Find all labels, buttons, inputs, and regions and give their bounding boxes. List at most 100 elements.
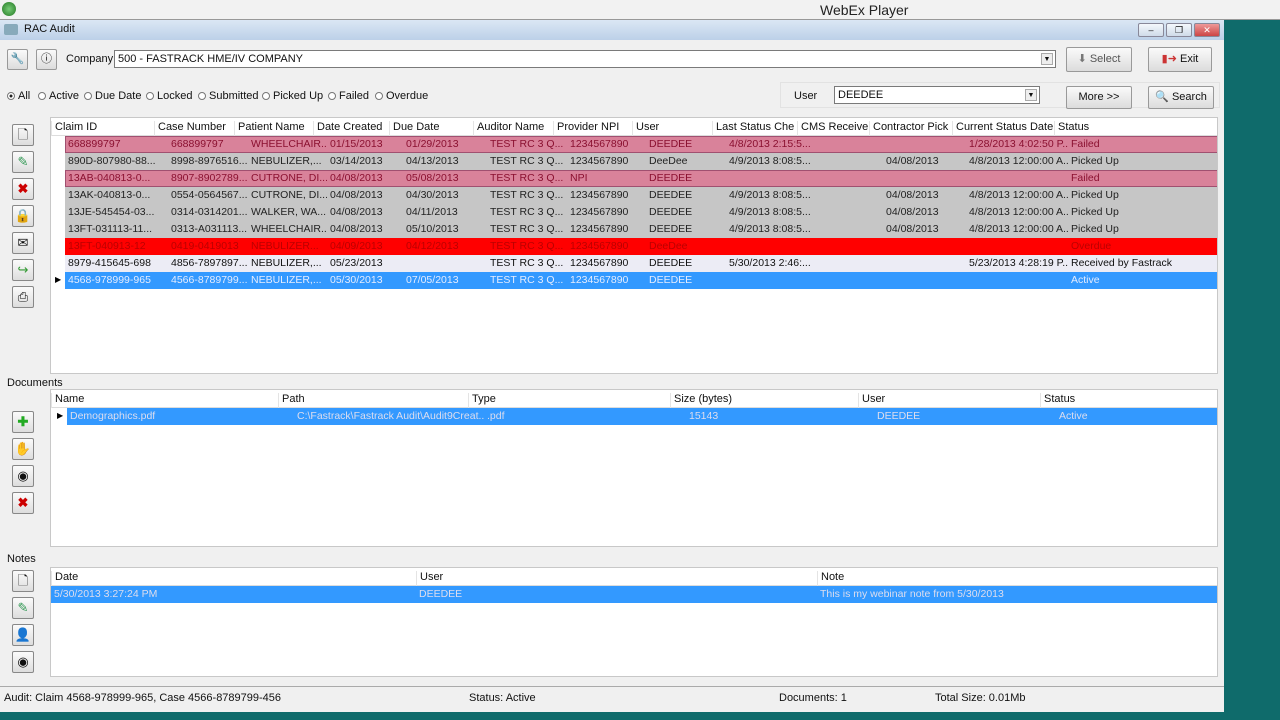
- filter-label: Overdue: [386, 90, 429, 102]
- audits-cell: 05/30/2013: [330, 274, 383, 286]
- audits-cell: DEEDEE: [649, 138, 693, 150]
- filter-radio-failed[interactable]: Failed: [328, 90, 369, 102]
- add-document-button[interactable]: ✚: [12, 411, 34, 433]
- view-note-button[interactable]: ◉: [12, 651, 34, 673]
- close-button[interactable]: ✕: [1194, 23, 1220, 37]
- view-document-button[interactable]: ◉: [12, 465, 34, 487]
- column-header-last-status-che[interactable]: Last Status Che: [712, 121, 794, 136]
- audits-cell: 4/8/2013 12:00:00 A...: [969, 189, 1068, 201]
- column-header-date[interactable]: Date: [51, 571, 78, 586]
- radio-icon[interactable]: [375, 92, 383, 100]
- print-audit-button[interactable]: ⎙: [12, 286, 34, 308]
- select-button[interactable]: ⬇ Select: [1066, 47, 1132, 72]
- audits-cell: 13FT-031113-11...: [68, 223, 153, 235]
- audits-cell: 1234567890: [570, 257, 629, 269]
- user-select[interactable]: DEEDEE ▼: [834, 86, 1040, 104]
- radio-icon[interactable]: [198, 92, 206, 100]
- column-header-user[interactable]: User: [416, 571, 443, 586]
- audits-row[interactable]: 13JE-545454-03... 0314-0314201... WALKER, …: [65, 204, 1217, 221]
- company-select[interactable]: 500 - FASTRACK HME/IV COMPANY ▼: [114, 50, 1056, 68]
- wrench-button[interactable]: 🔧: [7, 49, 28, 70]
- column-header-current-status-date[interactable]: Current Status Date: [952, 121, 1053, 136]
- radio-icon[interactable]: [7, 92, 15, 100]
- filter-radio-submitted[interactable]: Submitted: [198, 90, 259, 102]
- chevron-down-icon[interactable]: ▼: [1025, 89, 1037, 101]
- column-header-status[interactable]: Status: [1054, 121, 1089, 136]
- radio-icon[interactable]: [38, 92, 46, 100]
- download-arrow-icon: ⬇: [1077, 53, 1090, 65]
- column-header-type[interactable]: Type: [468, 393, 496, 408]
- column-header-claim-id[interactable]: Claim ID: [51, 121, 97, 136]
- audits-cell: 04/12/2013: [406, 240, 459, 252]
- audits-cell: 4856-7897897...: [171, 257, 248, 269]
- column-header-provider-npi[interactable]: Provider NPI: [553, 121, 619, 136]
- column-header-user[interactable]: User: [858, 393, 885, 408]
- open-document-button[interactable]: ✋: [12, 438, 34, 460]
- radio-icon[interactable]: [84, 92, 92, 100]
- edit-audit-button[interactable]: ✎: [12, 151, 34, 173]
- maximize-button[interactable]: ❐: [1166, 23, 1192, 37]
- audits-cell: DeeDee: [649, 240, 688, 252]
- audits-cell: TEST RC 3 Q...: [490, 274, 564, 286]
- column-header-name[interactable]: Name: [51, 393, 84, 408]
- audits-row[interactable]: 13FT-031113-11... 0313-A031113... WHEELCHA…: [65, 221, 1217, 238]
- filter-radio-all[interactable]: All: [7, 90, 30, 102]
- radio-icon[interactable]: [262, 92, 270, 100]
- column-header-auditor-name[interactable]: Auditor Name: [473, 121, 544, 136]
- email-audit-button[interactable]: ✉: [12, 232, 34, 254]
- help-button[interactable]: ⓘ: [36, 49, 57, 70]
- audits-cell: 4/9/2013 8:08:5...: [729, 223, 811, 235]
- audits-row[interactable]: 8979-415645-698 4856-7897897... NEBULIZER,…: [65, 255, 1217, 272]
- audits-cell: 8907-8902789...: [171, 172, 248, 184]
- notes-row[interactable]: 5/30/2013 3:27:24 PM DEEDEE This is my web…: [51, 586, 1217, 603]
- documents-row[interactable]: ▶ Demographics.pdf C:\Fastrack\Fastrack Au…: [57, 408, 1217, 425]
- column-header-size-bytes-[interactable]: Size (bytes): [670, 393, 732, 408]
- column-header-contractor-pick[interactable]: Contractor Pick: [869, 121, 948, 136]
- webex-player-titlebar: WebEx Player: [0, 0, 1280, 20]
- filter-radio-active[interactable]: Active: [38, 90, 79, 102]
- audits-row[interactable]: 890D-807980-88... 8998-8976516... NEBULIZE…: [65, 153, 1217, 170]
- edit-note-button[interactable]: ✎: [12, 597, 34, 619]
- radio-icon[interactable]: [328, 92, 336, 100]
- column-header-due-date[interactable]: Due Date: [389, 121, 439, 136]
- audits-row[interactable]: 668899797 668899797 WHEELCHAIR... 01/15/201…: [65, 136, 1217, 153]
- delete-audit-button[interactable]: ✖: [12, 178, 34, 200]
- audits-cell: 1234567890: [570, 155, 629, 167]
- column-header-date-created[interactable]: Date Created: [313, 121, 382, 136]
- column-header-note[interactable]: Note: [817, 571, 844, 586]
- new-note-button[interactable]: 🗋: [12, 570, 34, 592]
- audits-cell: 04/08/2013: [886, 206, 939, 218]
- audits-row[interactable]: 13AB-040813-0... 8907-8902789... CUTRONE, …: [65, 170, 1217, 187]
- audits-cell: 01/15/2013: [330, 138, 383, 150]
- audits-cell: 04/30/2013: [406, 189, 459, 201]
- filter-radio-picked-up[interactable]: Picked Up: [262, 90, 323, 102]
- status-state: Status: Active: [469, 692, 536, 704]
- column-header-status[interactable]: Status: [1040, 393, 1075, 408]
- column-header-path[interactable]: Path: [278, 393, 305, 408]
- exit-button[interactable]: ▮➜ Exit: [1148, 47, 1212, 72]
- delete-document-button[interactable]: ✖: [12, 492, 34, 514]
- audits-row[interactable]: ▶ 4568-978999-965 4566-8789799... NEBULIZER…: [55, 272, 1217, 289]
- notes-header: Date User Note: [51, 568, 1217, 586]
- minimize-button[interactable]: –: [1138, 23, 1164, 37]
- filter-radio-due-date[interactable]: Due Date: [84, 90, 141, 102]
- radio-icon[interactable]: [146, 92, 154, 100]
- chevron-down-icon[interactable]: ▼: [1041, 53, 1053, 65]
- audits-cell: 1234567890: [570, 240, 629, 252]
- filter-label: All: [18, 90, 31, 102]
- new-audit-button[interactable]: 🗋: [12, 124, 34, 146]
- filter-radio-locked[interactable]: Locked: [146, 90, 192, 102]
- audits-row[interactable]: 13FT-040913-12 0419-0419013 NEBULIZER... 04…: [65, 238, 1217, 255]
- audits-row[interactable]: 13AK-040813-0... 0554-0564567... CUTRONE, …: [65, 187, 1217, 204]
- column-header-cms-receive[interactable]: CMS Receive: [797, 121, 868, 136]
- more-button[interactable]: More >>: [1066, 86, 1132, 109]
- search-button[interactable]: 🔍 Search: [1148, 86, 1214, 109]
- forward-audit-button[interactable]: ↪: [12, 259, 34, 281]
- column-header-patient-name[interactable]: Patient Name: [234, 121, 305, 136]
- lock-audit-button[interactable]: 🔒: [12, 205, 34, 227]
- user-note-button[interactable]: 👤: [12, 624, 34, 646]
- column-header-case-number[interactable]: Case Number: [154, 121, 226, 136]
- column-header-user[interactable]: User: [632, 121, 659, 136]
- filter-radio-overdue[interactable]: Overdue: [375, 90, 428, 102]
- notes-label: Notes: [7, 553, 36, 565]
